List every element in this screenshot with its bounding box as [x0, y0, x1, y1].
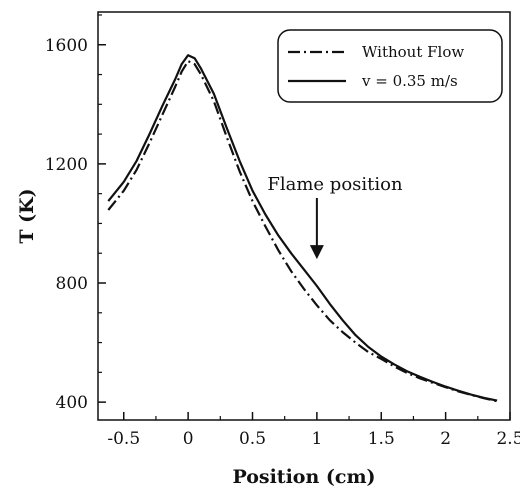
series-without-flow-line — [107, 59, 498, 403]
y-tick-label: 400 — [56, 393, 88, 413]
y-axis-title: T (K) — [16, 188, 38, 243]
y-axis-ticks: 400 800 1200 1600 — [45, 14, 106, 413]
x-tick-label: -0.5 — [107, 429, 140, 449]
legend-label-flow: v = 0.35 m/s — [361, 72, 458, 90]
x-tick-label: 2 — [440, 429, 451, 449]
y-tick-label: 1600 — [45, 36, 88, 56]
flame-position-label: Flame position — [267, 174, 403, 195]
plot-frame — [97, 11, 511, 421]
flame-position-annotation: Flame position — [267, 174, 403, 260]
x-tick-label: 0.5 — [239, 429, 266, 449]
series-lines — [107, 54, 498, 403]
x-axis-title: Position (cm) — [232, 466, 375, 488]
x-tick-label: 1 — [311, 429, 322, 449]
y-tick-label: 1200 — [45, 155, 88, 175]
y-tick-label: 800 — [56, 274, 88, 294]
series-flow-line — [107, 54, 498, 402]
legend-label-without-flow: Without Flow — [362, 43, 464, 61]
x-tick-label: 1.5 — [368, 429, 395, 449]
legend-box — [277, 29, 503, 103]
x-axis-ticks: -0.5 0 0.5 1 1.5 2 2.5 — [107, 412, 520, 449]
x-tick-label: 0 — [183, 429, 194, 449]
flame-position-arrow-head — [309, 245, 324, 260]
legend: Without Flow v = 0.35 m/s — [277, 29, 503, 103]
x-tick-label: 2.5 — [496, 429, 520, 449]
